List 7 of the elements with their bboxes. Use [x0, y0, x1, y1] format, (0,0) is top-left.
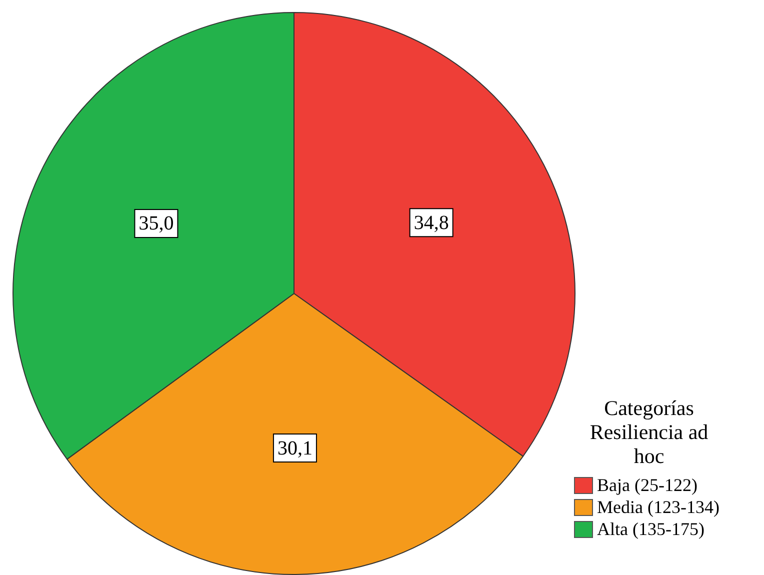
legend-title: Categorías Resiliencia ad hoc: [588, 396, 710, 468]
data-label: 35,0: [138, 212, 174, 235]
legend-label: Alta (135-175): [597, 518, 704, 540]
legend-label: Baja (25-122): [597, 474, 698, 496]
data-label: 34,8: [414, 212, 449, 234]
data-label: 30,1: [277, 437, 312, 460]
legend-label: Media (123-134): [597, 496, 720, 518]
